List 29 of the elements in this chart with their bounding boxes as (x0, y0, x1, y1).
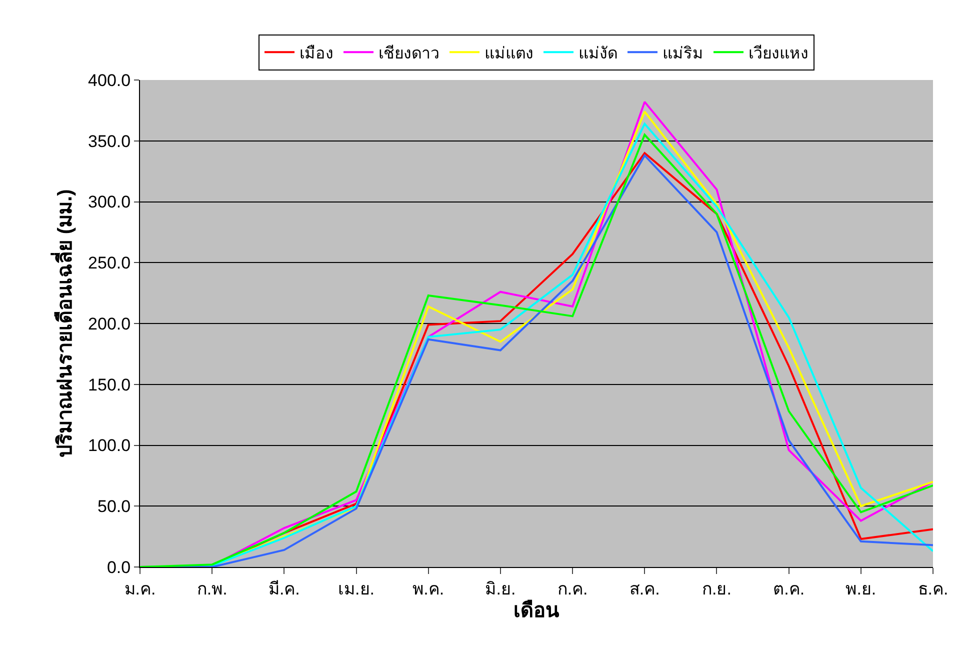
x-tick-label: เม.ย. (338, 579, 374, 598)
y-tick-label: 250.0 (88, 254, 131, 273)
x-tick-label: ก.ค. (557, 579, 588, 598)
y-tick-label: 50.0 (98, 497, 131, 516)
legend-label: เมือง (300, 44, 334, 62)
y-tick-label: 150.0 (88, 375, 131, 394)
legend-label: เวียงแหง (748, 44, 808, 62)
x-axis-title: เดือน (514, 598, 560, 622)
y-tick-label: 0.0 (106, 558, 131, 577)
y-axis-title: ปริมาณฝนรายเดือนเฉลี่ย (มม.) (50, 189, 77, 458)
x-tick-label: ธ.ค. (918, 579, 948, 598)
y-tick-label: 300.0 (88, 192, 131, 212)
y-tick-label: 350.0 (88, 132, 131, 151)
x-tick-label: ส.ค. (629, 579, 660, 598)
legend-label: แม่แตง (484, 45, 534, 62)
x-tick-label: มิ.ย. (485, 579, 516, 598)
x-tick-label: ก.พ. (196, 579, 228, 598)
legend-label: แม่ริม (662, 45, 704, 62)
x-tick-label: พ.ค. (412, 579, 444, 598)
x-tick-label: ม.ค. (124, 579, 156, 598)
x-tick-label: ก.ย. (702, 579, 732, 598)
x-tick-label: มี.ค. (268, 579, 300, 598)
y-tick-label: 400.0 (88, 70, 131, 90)
y-tick-label: 200.0 (88, 314, 131, 334)
x-tick-label: ต.ค. (773, 579, 805, 598)
legend-label: แม่งัด (578, 45, 618, 62)
legend-label: เชียงดาว (378, 44, 440, 62)
x-tick-label: พ.ย. (846, 579, 876, 598)
y-tick-label: 100.0 (88, 436, 131, 456)
